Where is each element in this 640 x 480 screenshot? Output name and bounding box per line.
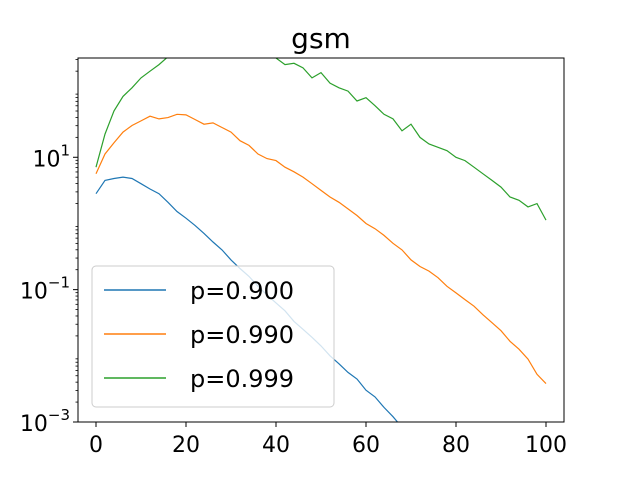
x-tick-label: 100 xyxy=(525,433,567,458)
plot-frame xyxy=(77,57,565,423)
series-line-2 xyxy=(95,113,547,385)
series-line-3 xyxy=(95,58,547,221)
y-tick-label: 101 xyxy=(32,141,70,172)
x-tick-label: 60 xyxy=(352,433,380,458)
y-axis: 10−3 10−1 101 xyxy=(20,59,78,437)
y-tick-label: 10−1 xyxy=(20,274,70,305)
legend-label-1: p=0.900 xyxy=(190,277,294,305)
y-tick-label: 10−3 xyxy=(20,406,70,437)
x-tick-label: 40 xyxy=(262,433,290,458)
legend-label-2: p=0.990 xyxy=(190,321,294,349)
x-tick-label: 0 xyxy=(89,433,103,458)
x-tick-label: 80 xyxy=(442,433,470,458)
x-tick-label: 20 xyxy=(172,433,200,458)
x-axis: 0 20 40 60 80 100 xyxy=(89,422,567,458)
legend-label-3: p=0.999 xyxy=(190,365,294,393)
chart-title: gsm xyxy=(291,22,351,55)
legend-box xyxy=(91,265,335,408)
legend: p=0.900 p=0.990 p=0.999 xyxy=(91,265,335,408)
